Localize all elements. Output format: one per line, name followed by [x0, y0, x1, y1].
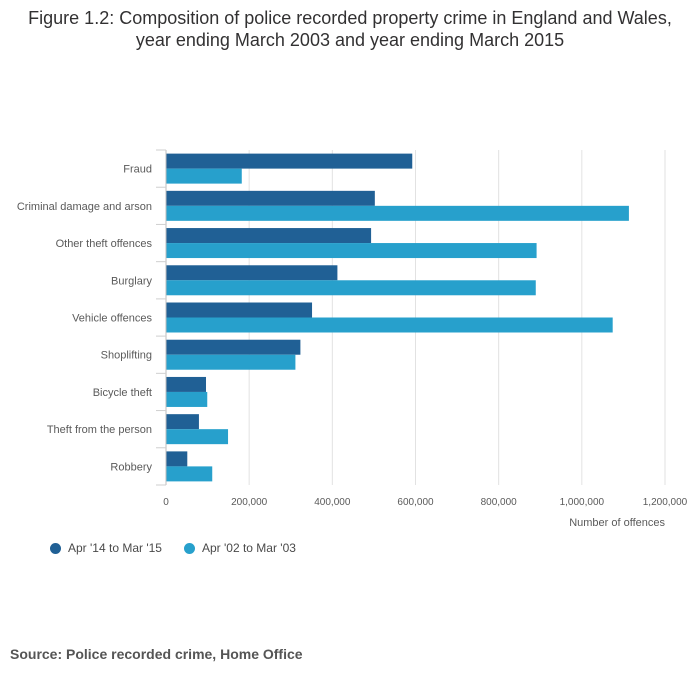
category-label: Robbery	[110, 461, 152, 473]
bar-series-1[interactable]	[166, 190, 375, 206]
bar-series-1[interactable]	[166, 153, 413, 169]
bar-series-2[interactable]	[166, 466, 213, 482]
x-tick-label: 400,000	[314, 497, 351, 508]
bar-series-2[interactable]	[166, 280, 536, 296]
category-labels: Fraud Criminal damage and arson Other thef…	[17, 164, 153, 474]
legend-swatch-series-2-icon	[183, 542, 195, 554]
legend-swatch-series-1-icon	[50, 542, 61, 554]
category-label: Fraud	[123, 164, 152, 176]
bars	[166, 153, 629, 482]
bar-series-2[interactable]	[166, 317, 613, 333]
legend-label-series-2: Apr '02 to Mar '03	[201, 541, 296, 555]
x-tick-label: 800,000	[481, 497, 518, 508]
chart-title: Figure 1.2: Composition of police record…	[28, 8, 672, 50]
x-axis-label: Number of offences	[569, 517, 665, 529]
category-label: Theft from the person	[47, 424, 152, 436]
x-tick-label: 1,200,000	[643, 497, 688, 508]
category-label: Burglary	[111, 275, 152, 287]
bar-series-2[interactable]	[166, 354, 296, 370]
category-label: Vehicle offences	[72, 313, 152, 325]
category-label: Other theft offences	[56, 238, 153, 250]
bar-series-2[interactable]	[166, 205, 629, 221]
x-tick-label: 200,000	[231, 497, 268, 508]
category-label: Shoplifting	[101, 350, 152, 362]
bar-series-1[interactable]	[166, 228, 372, 244]
legend-item-series-1[interactable]: Apr '14 to Mar '15	[50, 541, 162, 555]
x-tick-label: 1,000,000	[560, 497, 605, 508]
bar-series-2[interactable]	[166, 243, 537, 259]
category-label: Bicycle theft	[93, 387, 152, 399]
x-tick-label: 600,000	[397, 497, 434, 508]
source-note: Source: Police recorded crime, Home Offi…	[10, 646, 303, 662]
legend-label-series-1: Apr '14 to Mar '15	[68, 541, 162, 555]
bar-series-2[interactable]	[166, 429, 229, 445]
bar-series-1[interactable]	[166, 302, 313, 318]
bar-series-2[interactable]	[166, 391, 208, 407]
x-tick-labels: 0 200,000 400,000 600,000 800,000 1,000,000 1,…	[163, 497, 687, 508]
bar-series-2[interactable]	[166, 168, 242, 184]
legend: Apr '14 to Mar '15 Apr '02 to Mar '03	[50, 541, 296, 555]
bar-chart: Fraud Criminal damage and arson Other thef…	[17, 149, 688, 529]
category-label: Criminal damage and arson	[17, 201, 152, 213]
bar-series-1[interactable]	[166, 376, 207, 392]
bar-series-1[interactable]	[166, 265, 338, 281]
bar-series-1[interactable]	[166, 451, 188, 467]
x-tick-label: 0	[163, 497, 169, 508]
legend-item-series-2[interactable]: Apr '02 to Mar '03	[183, 541, 296, 555]
bar-series-1[interactable]	[166, 414, 199, 430]
bar-series-1[interactable]	[166, 339, 301, 355]
